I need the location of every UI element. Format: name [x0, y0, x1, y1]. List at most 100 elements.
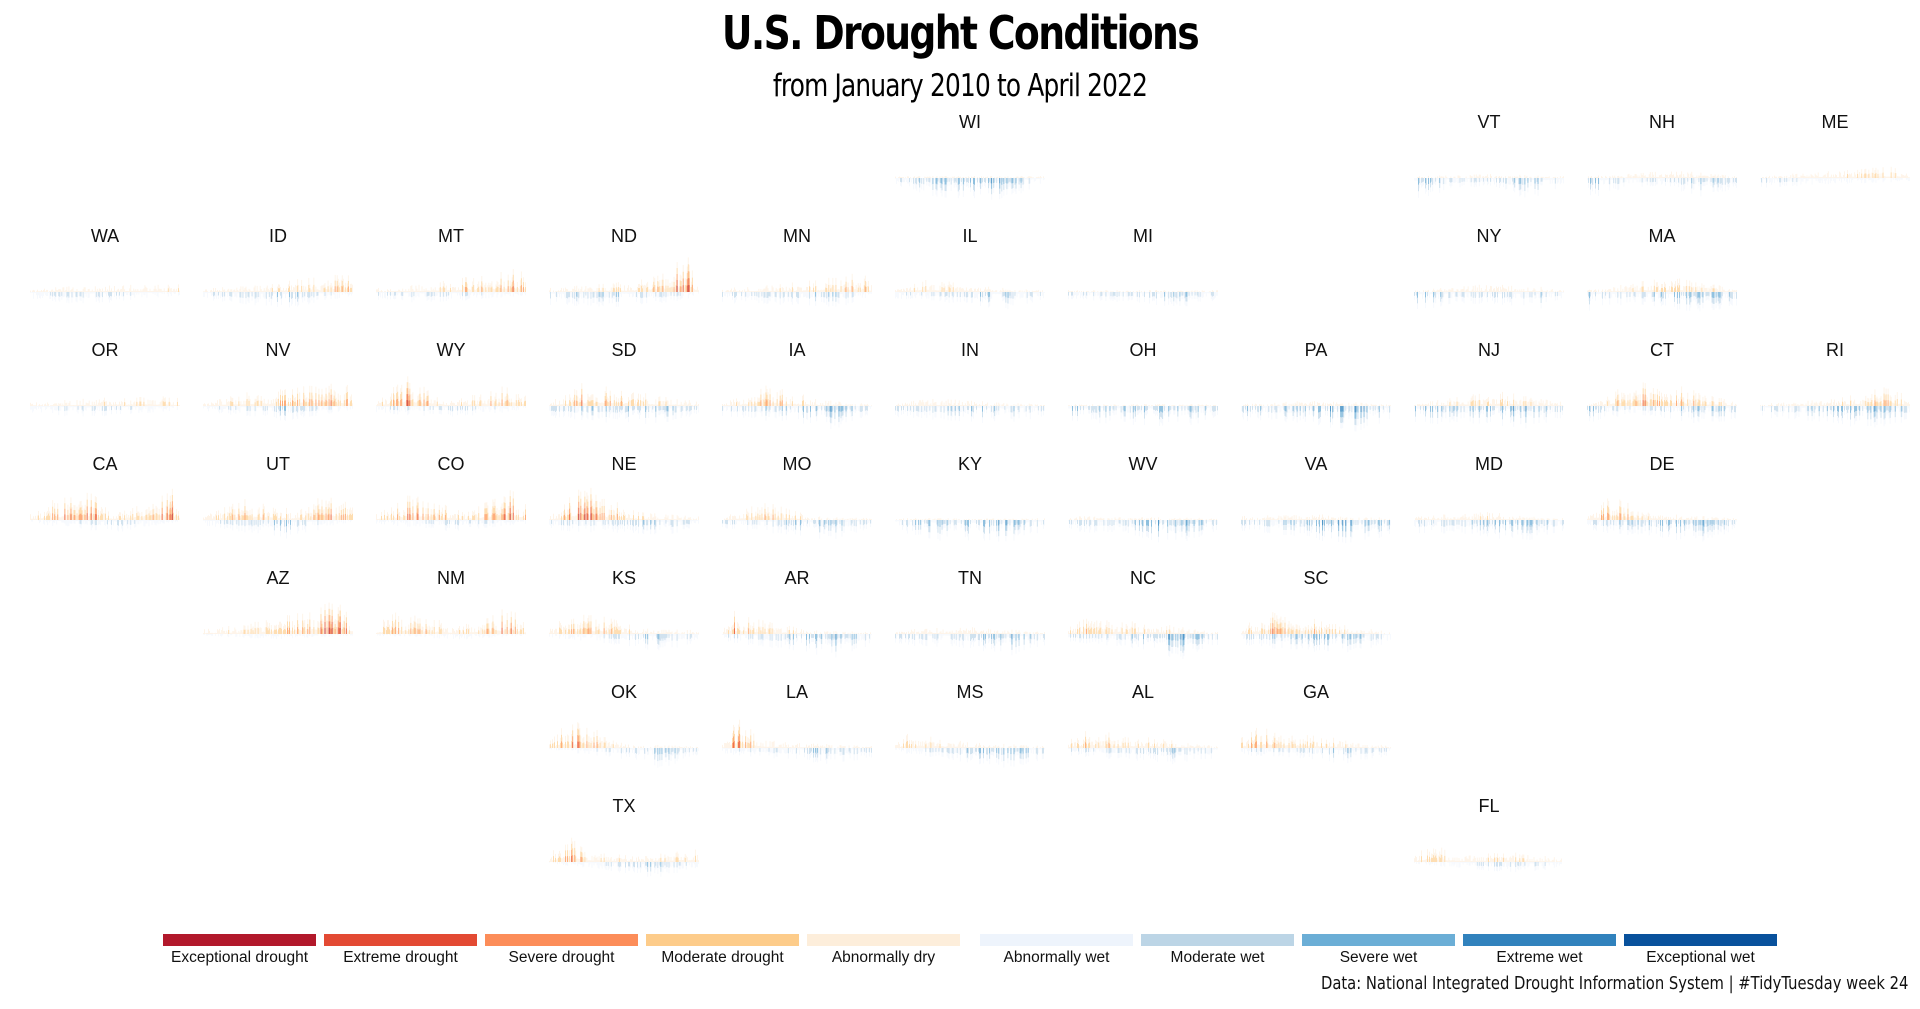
drought-bar	[1776, 176, 1778, 178]
wet-bar	[1899, 178, 1901, 180]
wet-bar	[1006, 292, 1008, 299]
wet-bar	[1114, 292, 1116, 297]
wet-bar	[1117, 292, 1119, 294]
drought-bar	[81, 291, 83, 292]
wet-bar	[1651, 178, 1653, 183]
wet-bar	[862, 292, 864, 295]
drought-bar	[172, 402, 174, 406]
wet-bar	[651, 292, 653, 297]
drought-bar	[836, 289, 838, 292]
wet-bar	[230, 292, 232, 297]
drought-bar	[283, 403, 284, 406]
wet-bar	[748, 292, 750, 298]
drought-bar	[1666, 290, 1667, 292]
wet-bar	[1617, 178, 1619, 185]
drought-bar	[160, 288, 162, 292]
wet-bar	[1847, 178, 1848, 184]
drought-bar	[1696, 175, 1698, 178]
drought-bar	[112, 291, 113, 292]
wet-bar	[1185, 292, 1187, 297]
wet-bar	[1864, 178, 1866, 184]
wet-bar	[921, 292, 923, 296]
drought-bar	[1898, 176, 1900, 178]
drought-bar	[330, 287, 332, 292]
wet-bar	[1024, 292, 1026, 294]
wet-bar	[1036, 178, 1038, 180]
drought-bar	[235, 291, 237, 292]
wet-bar	[1551, 178, 1553, 184]
drought-bar	[33, 289, 34, 292]
drought-bar	[1874, 169, 1876, 178]
drought-bar	[964, 290, 966, 292]
wet-bar	[173, 292, 175, 294]
drought-bar	[456, 290, 457, 292]
wet-bar	[1556, 292, 1558, 297]
drought-bar	[1613, 287, 1615, 292]
drought-bar	[1452, 288, 1454, 292]
wet-bar	[1432, 178, 1434, 185]
wet-bar	[1785, 178, 1787, 182]
drought-bar	[560, 290, 561, 292]
wet-bar	[1210, 292, 1212, 296]
drought-bar	[1525, 291, 1527, 292]
wet-bar	[1662, 178, 1663, 184]
drought-bar	[1878, 176, 1880, 178]
wet-bar	[997, 292, 999, 294]
drought-bar	[171, 404, 173, 406]
wet-bar	[1029, 292, 1031, 300]
wet-bar	[94, 406, 96, 410]
drought-bar	[1014, 290, 1016, 292]
wet-bar	[1494, 178, 1495, 185]
drought-bar	[1496, 286, 1497, 292]
drought-bar	[1635, 174, 1637, 178]
drought-bar	[963, 290, 965, 292]
wet-bar	[1001, 292, 1003, 298]
wet-bar	[1877, 178, 1879, 181]
wet-bar	[1027, 292, 1029, 297]
drought-bar	[1604, 291, 1606, 292]
wet-bar	[333, 292, 335, 295]
drought-bar	[1473, 174, 1475, 178]
drought-bar	[731, 288, 732, 292]
drought-bar	[452, 287, 453, 292]
wet-bar	[1823, 178, 1825, 181]
wet-bar	[668, 292, 670, 296]
wet-bar	[1426, 178, 1427, 185]
drought-bar	[824, 289, 826, 292]
wet-bar	[679, 292, 681, 296]
wet-bar	[1022, 178, 1024, 185]
drought-bar	[1523, 288, 1525, 292]
wet-bar	[1764, 178, 1765, 180]
drought-bar	[1606, 291, 1608, 292]
wet-bar	[764, 292, 766, 298]
drought-bar	[1670, 290, 1671, 292]
drought-bar	[501, 288, 503, 292]
wet-bar	[906, 292, 907, 300]
drought-bar	[1658, 175, 1660, 178]
wet-bar	[1503, 292, 1504, 294]
drought-bar	[999, 176, 1001, 178]
wet-bar	[1155, 292, 1156, 299]
drought-bar	[231, 289, 233, 292]
wet-bar	[1635, 292, 1637, 297]
drought-bar	[1845, 177, 1846, 178]
wet-bar	[1592, 178, 1593, 185]
drought-bar	[93, 291, 95, 292]
drought-bar	[735, 289, 736, 292]
wet-bar	[235, 406, 237, 410]
drought-bar	[57, 290, 59, 292]
drought-bar	[1479, 174, 1481, 178]
wet-bar	[741, 292, 743, 297]
wet-bar	[54, 292, 56, 296]
wet-bar	[39, 292, 40, 298]
drought-bar	[53, 403, 55, 406]
drought-bar	[1490, 285, 1491, 292]
wet-bar	[1731, 292, 1733, 299]
wet-bar	[679, 292, 681, 300]
drought-bar	[63, 405, 65, 406]
wet-bar	[65, 292, 67, 294]
wet-bar	[169, 292, 171, 295]
wet-bar	[1160, 292, 1162, 298]
drought-bar	[1821, 176, 1823, 178]
state-label-nh: NH	[1649, 112, 1675, 132]
